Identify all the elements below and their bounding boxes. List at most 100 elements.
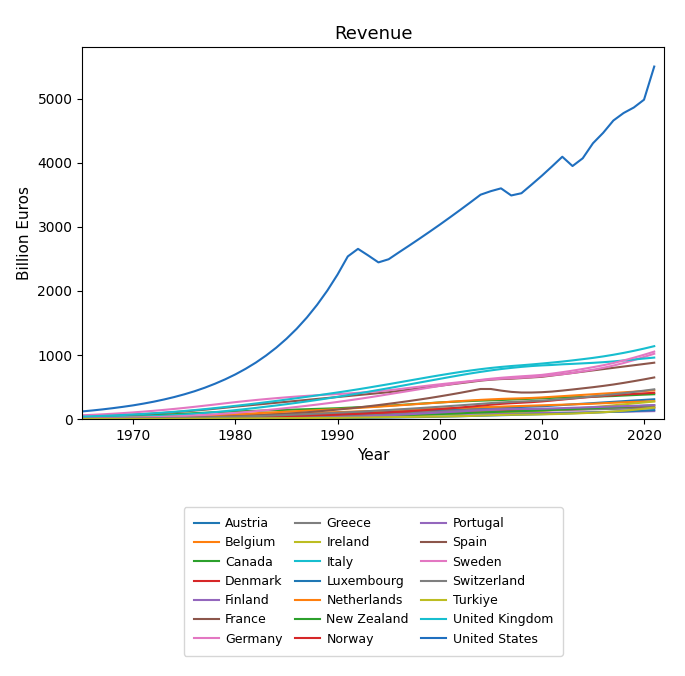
Greece <box>232 414 240 422</box>
Ireland <box>323 414 332 422</box>
Line: Norway: Norway <box>82 393 654 419</box>
New Zealand <box>99 415 107 423</box>
Turkiye <box>466 412 475 420</box>
Austria <box>466 405 475 413</box>
Luxembourg <box>466 412 475 420</box>
Canada <box>466 397 475 405</box>
Legend: Austria, Belgium, Canada, Denmark, Finland, France, Germany, Greece, Ireland, It: Austria, Belgium, Canada, Denmark, Finla… <box>184 507 563 656</box>
Norway <box>99 415 107 423</box>
Italy <box>99 414 107 422</box>
Netherlands <box>232 410 240 418</box>
Greece <box>109 415 117 423</box>
Spain <box>109 414 117 422</box>
Turkiye <box>323 414 332 422</box>
Ireland <box>650 397 658 406</box>
Line: Turkiye: Turkiye <box>82 408 654 419</box>
Line: Luxembourg: Luxembourg <box>82 410 654 419</box>
Line: Belgium: Belgium <box>82 401 654 418</box>
Canada <box>477 397 485 405</box>
Portugal <box>78 415 86 423</box>
United States <box>232 370 240 379</box>
Germany <box>232 398 240 406</box>
Norway <box>650 389 658 397</box>
Finland <box>477 410 485 418</box>
France <box>109 412 117 420</box>
Denmark <box>323 410 332 418</box>
Sweden <box>109 414 117 422</box>
Netherlands <box>466 396 475 404</box>
New Zealand <box>477 408 485 416</box>
Line: Denmark: Denmark <box>82 407 654 419</box>
France <box>323 394 332 402</box>
Line: Finland: Finland <box>82 411 654 419</box>
Switzerland <box>650 385 658 393</box>
Portugal <box>109 415 117 423</box>
Spain <box>650 373 658 381</box>
Line: Switzerland: Switzerland <box>82 389 654 418</box>
Denmark <box>477 408 485 416</box>
Italy <box>650 354 658 362</box>
United Kingdom <box>323 390 332 398</box>
Greece <box>466 406 475 414</box>
Finland <box>232 414 240 422</box>
Austria <box>232 412 240 420</box>
Line: Italy: Italy <box>82 358 654 418</box>
Italy <box>477 368 485 376</box>
Spain <box>232 412 240 420</box>
Canada <box>650 390 658 398</box>
Belgium <box>78 414 86 422</box>
Germany <box>78 411 86 419</box>
United States <box>78 408 86 416</box>
Line: Ireland: Ireland <box>82 402 654 419</box>
Line: Portugal: Portugal <box>82 405 654 419</box>
Luxembourg <box>323 414 332 422</box>
Austria <box>109 414 117 422</box>
Greece <box>99 415 107 423</box>
United Kingdom <box>232 402 240 410</box>
Austria <box>99 414 107 422</box>
France <box>78 412 86 420</box>
Portugal <box>477 406 485 414</box>
Netherlands <box>650 387 658 395</box>
Line: Germany: Germany <box>82 354 654 415</box>
Canada <box>232 408 240 416</box>
Luxembourg <box>99 415 107 423</box>
Denmark <box>109 414 117 422</box>
Norway <box>323 411 332 419</box>
New Zealand <box>232 414 240 422</box>
Netherlands <box>78 414 86 422</box>
France <box>466 378 475 386</box>
Line: France: France <box>82 363 654 416</box>
Switzerland <box>78 414 86 422</box>
Austria <box>650 395 658 404</box>
Norway <box>477 402 485 410</box>
New Zealand <box>466 409 475 417</box>
Spain <box>323 406 332 414</box>
Germany <box>323 391 332 399</box>
Line: Austria: Austria <box>82 400 654 418</box>
Luxembourg <box>78 415 86 423</box>
Sweden <box>78 414 86 422</box>
Switzerland <box>466 401 475 409</box>
United Kingdom <box>109 412 117 420</box>
Switzerland <box>109 414 117 422</box>
Belgium <box>323 408 332 416</box>
Switzerland <box>232 412 240 420</box>
Line: Canada: Canada <box>82 394 654 417</box>
Line: Netherlands: Netherlands <box>82 391 654 418</box>
Luxembourg <box>650 406 658 414</box>
United States <box>99 406 107 414</box>
Greece <box>78 415 86 423</box>
Norway <box>466 403 475 411</box>
Switzerland <box>99 414 107 422</box>
United Kingdom <box>477 365 485 373</box>
Italy <box>323 394 332 402</box>
Finland <box>109 415 117 423</box>
New Zealand <box>650 402 658 410</box>
Line: United Kingdom: United Kingdom <box>82 346 654 416</box>
Norway <box>232 414 240 422</box>
United Kingdom <box>466 366 475 375</box>
Line: Sweden: Sweden <box>82 352 654 418</box>
Turkiye <box>650 404 658 412</box>
Germany <box>477 376 485 384</box>
